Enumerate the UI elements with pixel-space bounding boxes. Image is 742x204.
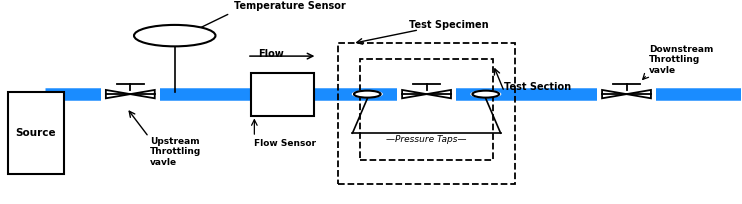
FancyBboxPatch shape: [597, 88, 656, 101]
Circle shape: [470, 90, 502, 98]
Text: Upstream
Throttling
vavle: Upstream Throttling vavle: [151, 137, 202, 167]
Polygon shape: [131, 90, 155, 98]
Polygon shape: [402, 90, 427, 98]
FancyBboxPatch shape: [101, 88, 160, 101]
Text: Test Section: Test Section: [505, 82, 571, 92]
Polygon shape: [427, 90, 451, 98]
Circle shape: [354, 91, 381, 98]
Polygon shape: [602, 90, 626, 98]
Text: Flow: Flow: [258, 49, 284, 59]
Circle shape: [473, 91, 499, 98]
FancyBboxPatch shape: [251, 73, 314, 116]
Text: Downstream
Throttling
vavle: Downstream Throttling vavle: [649, 45, 713, 75]
Text: Flow Sensor: Flow Sensor: [255, 139, 316, 148]
Text: Source: Source: [16, 128, 56, 138]
Polygon shape: [626, 90, 651, 98]
FancyBboxPatch shape: [397, 88, 456, 101]
Text: Test Specimen: Test Specimen: [409, 20, 488, 30]
Circle shape: [134, 25, 215, 46]
Circle shape: [352, 90, 383, 98]
Text: Temperature Sensor: Temperature Sensor: [234, 1, 346, 11]
FancyBboxPatch shape: [8, 92, 64, 174]
Polygon shape: [106, 90, 131, 98]
Text: —Pressure Taps—: —Pressure Taps—: [387, 135, 467, 144]
